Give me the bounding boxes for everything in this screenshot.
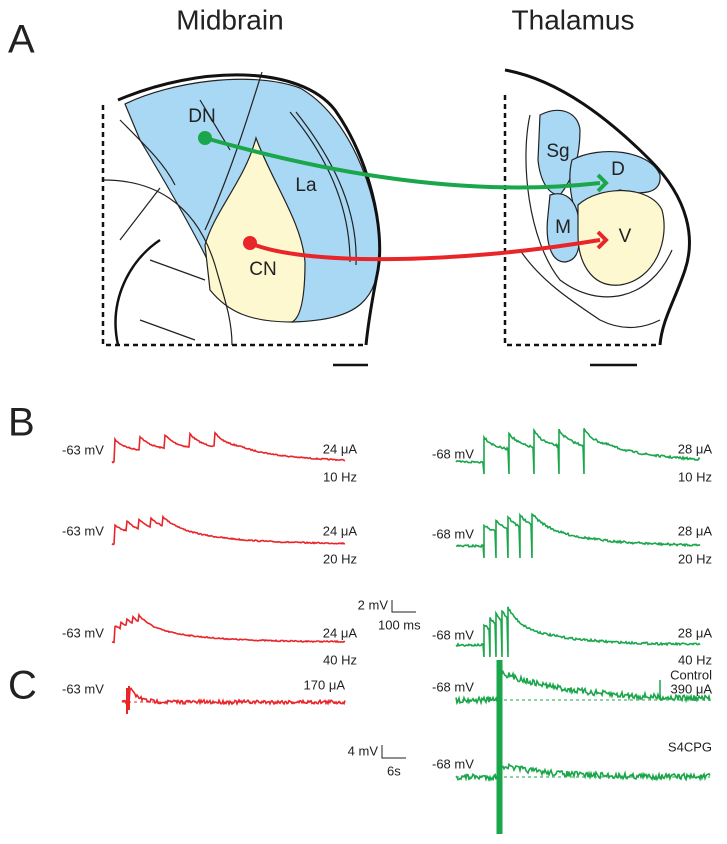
current-label: 24 μA (323, 625, 358, 640)
scale-label: 4 mV (348, 743, 379, 758)
trace (455, 427, 701, 475)
potential-label: -63 mV (62, 442, 104, 457)
panel-label: B (8, 401, 35, 445)
trace (126, 686, 130, 714)
scale-label: 2 mV (358, 597, 389, 612)
region-label: DN (188, 106, 215, 127)
frequency-label: 10 Hz (678, 469, 712, 484)
potential-label: -68 mV (432, 526, 474, 541)
current-label: 28 μA (678, 625, 713, 640)
region-label: Sg (546, 141, 569, 162)
potential-label: -68 mV (432, 756, 474, 771)
trace (121, 687, 346, 707)
region-label: M (555, 217, 571, 238)
potential-label: -68 mV (432, 446, 474, 461)
frequency-label: 40 Hz (678, 652, 712, 667)
trace (111, 431, 346, 464)
current-label: 28 μA (678, 523, 713, 538)
trace (496, 660, 503, 834)
region-label: La (295, 175, 317, 196)
condition-label: Control (670, 667, 712, 682)
scale-bar (381, 745, 406, 759)
current-label: 170 μA (304, 677, 346, 692)
scale-label: 100 ms (378, 617, 421, 632)
region-label: CN (249, 259, 276, 280)
current-label: 24 μA (323, 523, 358, 538)
panel-label: C (8, 664, 37, 708)
trace (455, 606, 701, 658)
current-label: 24 μA (323, 441, 358, 456)
projections (198, 131, 609, 262)
trace (111, 514, 346, 546)
frequency-label: 20 Hz (678, 551, 712, 566)
frequency-label: 20 Hz (323, 551, 357, 566)
potential-label: -63 mV (62, 523, 104, 538)
region-label: D (611, 159, 625, 180)
midbrain-section (101, 71, 382, 367)
condition-label: S4CPG (668, 739, 712, 754)
potential-label: -68 mV (432, 627, 474, 642)
traces (111, 427, 711, 834)
frequency-label: 40 Hz (323, 652, 357, 667)
panel-label: A (8, 18, 35, 62)
region-label: V (619, 226, 632, 247)
current-label: 28 μA (678, 441, 713, 456)
scale-bar (391, 600, 416, 613)
potential-label: -63 mV (62, 681, 104, 696)
title: Midbrain (176, 4, 283, 35)
scale-label: 6s (387, 763, 401, 778)
trace (455, 512, 701, 559)
title: Thalamus (512, 4, 635, 35)
frequency-label: 10 Hz (323, 469, 357, 484)
current-label: 390 μA (671, 681, 713, 696)
potential-label: -68 mV (432, 679, 474, 694)
potential-label: -63 mV (62, 625, 104, 640)
trace (111, 612, 346, 644)
thalamus-section (503, 68, 691, 367)
